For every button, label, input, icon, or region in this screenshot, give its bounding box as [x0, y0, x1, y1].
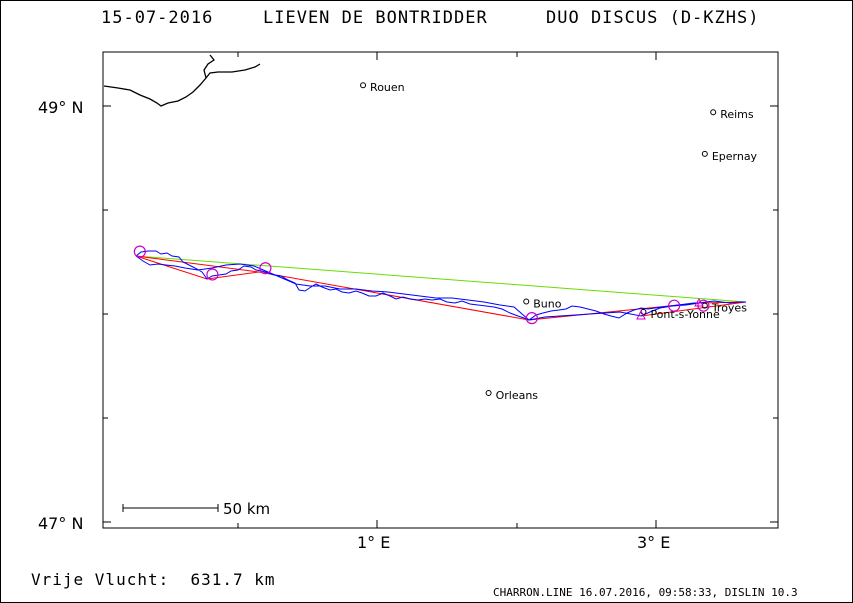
- turnpoint-circle-icon: [259, 262, 272, 275]
- turnpoint-circle-icon: [133, 245, 146, 258]
- scale-bar: 50 km: [122, 500, 270, 518]
- lon-ticks: [237, 52, 657, 528]
- city-dot-icon: [710, 109, 717, 116]
- distance-label: Vrije Vlucht:: [31, 570, 170, 589]
- turnpoint-circle-icon: [525, 312, 538, 325]
- render-metadata: CHARRON.LINE 16.07.2016, 09:58:33, DISLI…: [493, 586, 798, 599]
- city-dot-icon: [485, 390, 492, 397]
- turnpoint-circle-icon: [668, 299, 681, 312]
- lon-label-left: 1° E: [357, 533, 390, 552]
- city-dot-icon: [360, 82, 367, 89]
- city-marker: Rouen: [360, 81, 405, 94]
- city-label: Buno: [533, 298, 561, 311]
- city-marker: Reims: [710, 108, 754, 121]
- city-dot-icon: [523, 298, 530, 305]
- lat-ticks: [103, 105, 778, 523]
- route-line: [135, 255, 747, 321]
- coastline: [103, 54, 261, 107]
- gps-track: [135, 250, 746, 321]
- straight-line: [135, 255, 747, 303]
- city-marker: Epernay: [701, 150, 758, 163]
- free-flight-distance: Vrije Vlucht: 631.7 km: [31, 570, 276, 589]
- flight-date: 15-07-2016: [101, 8, 214, 28]
- distance-value: 631.7 km: [190, 570, 276, 589]
- map-plot-area: [102, 51, 779, 529]
- glider-name: DUO DISCUS (D-KZHS): [546, 8, 760, 28]
- city-label: Reims: [720, 108, 754, 121]
- city-marker: Buno: [523, 298, 562, 311]
- city-label: Rouen: [370, 81, 405, 94]
- city-label: Troyes: [711, 302, 747, 315]
- turnpoint-layer: [133, 245, 710, 325]
- city-label: Epernay: [712, 150, 758, 163]
- lat-label-bottom: 47° N: [38, 514, 83, 533]
- lat-label-top: 49° N: [38, 98, 83, 117]
- scale-bar-label: 50 km: [223, 500, 270, 518]
- city-marker: Pont-s-Yonne: [640, 308, 720, 321]
- pilot-name: LIEVEN DE BONTRIDDER: [263, 8, 488, 28]
- city-label: Orleans: [496, 389, 539, 402]
- city-label: Pont-s-Yonne: [650, 308, 720, 321]
- city-dot-icon: [701, 150, 708, 157]
- finish-triangle-icon: [636, 309, 646, 320]
- city-marker: Orleans: [485, 389, 539, 402]
- lon-label-right: 3° E: [637, 533, 670, 552]
- turnpoint-circle-icon: [206, 268, 219, 281]
- waypoint-triangle-icon: [694, 297, 704, 307]
